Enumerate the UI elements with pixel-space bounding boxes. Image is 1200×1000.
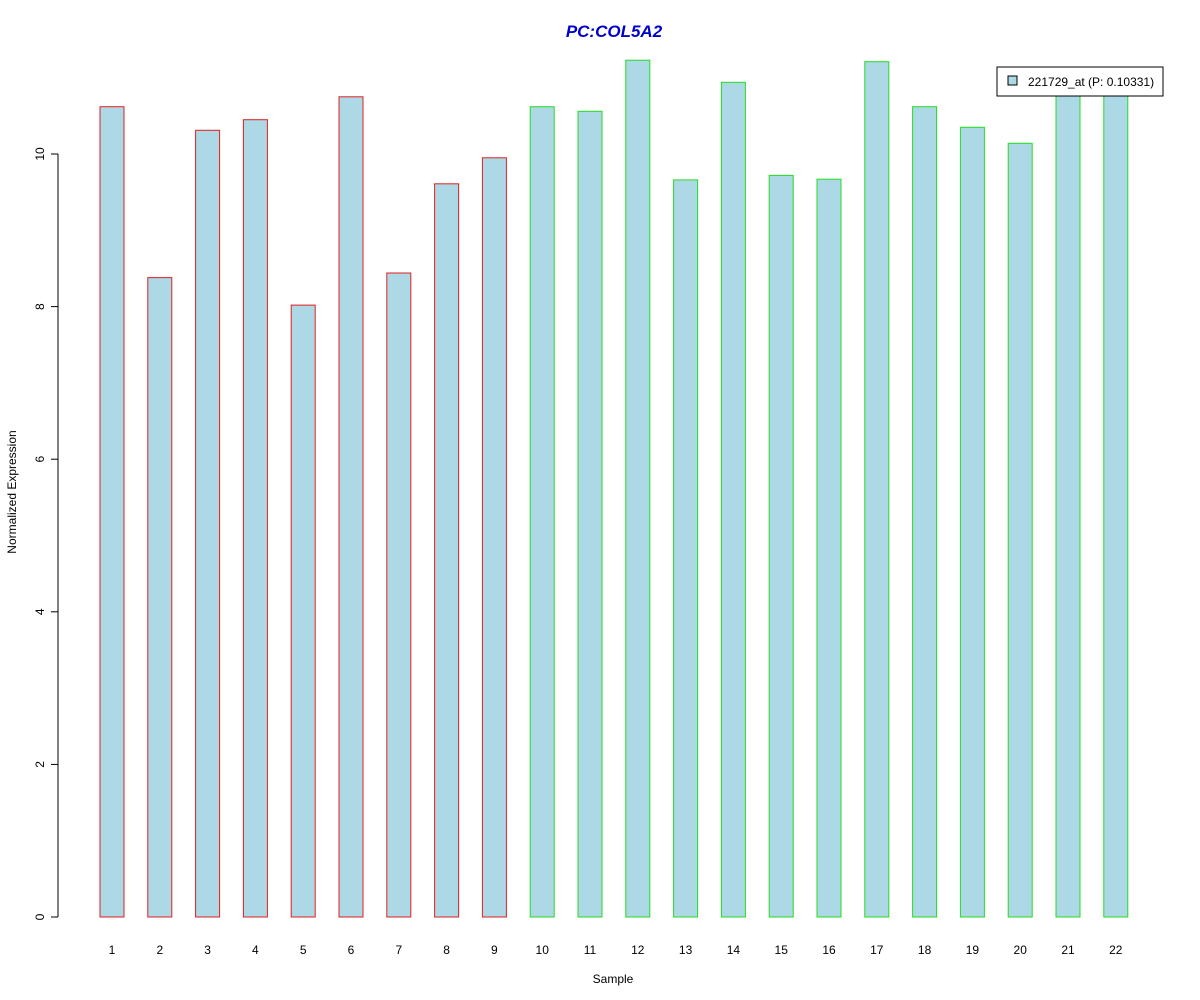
x-tick-label-7: 7 [395,943,402,957]
x-tick-label-10: 10 [536,943,550,957]
x-tick-label-13: 13 [679,943,693,957]
x-tick-label-20: 20 [1014,943,1028,957]
x-tick-label-19: 19 [966,943,980,957]
bar-sample-2 [147,277,173,918]
x-tick-label-16: 16 [822,943,836,957]
y-tick-label-4: 4 [33,608,47,615]
x-tick-label-2: 2 [156,943,163,957]
y-tick-label-10: 10 [33,147,47,161]
bar-sample-17 [864,61,890,918]
bar-sample-6 [338,96,364,918]
x-tick-label-17: 17 [870,943,884,957]
bar-sample-4 [242,119,268,918]
legend-swatch [1007,75,1018,86]
x-tick-label-8: 8 [443,943,450,957]
x-axis-labels: 1 2 3 4 5 6 7 8 9 10 11 12 13 14 15 16 17 18 19 20 21 22 [109,943,1123,957]
bar-sample-22 [1103,93,1129,918]
bar-sample-8 [434,183,460,918]
bar-sample-1 [99,106,125,918]
x-tick-label-9: 9 [491,943,498,957]
x-tick-label-21: 21 [1061,943,1075,957]
x-tick-label-12: 12 [631,943,645,957]
bar-sample-5 [290,304,316,918]
bar-sample-16 [816,178,842,918]
bar-sample-20 [1007,142,1033,918]
x-tick-label-14: 14 [727,943,741,957]
y-tick-label-8: 8 [33,303,47,310]
legend-label: 221729_at (P: 0.10331) [1028,75,1154,89]
bar-sample-10 [529,106,555,918]
x-tick-label-22: 22 [1109,943,1123,957]
x-tick-label-1: 1 [109,943,116,957]
x-tick-label-3: 3 [204,943,211,957]
legend-box [996,66,1164,97]
x-tick-label-18: 18 [918,943,932,957]
bar-sample-13 [673,179,699,918]
bar-sample-12 [625,59,651,918]
bars-group [99,59,1129,918]
bar-sample-19 [959,126,985,918]
y-tick-label-2: 2 [33,761,47,768]
x-axis-title: Sample [593,972,634,986]
bar-sample-3 [195,129,221,918]
x-tick-label-15: 15 [775,943,789,957]
bar-sample-21 [1055,93,1081,918]
bar-sample-11 [577,110,603,918]
x-tick-label-5: 5 [300,943,307,957]
x-tick-label-11: 11 [584,943,597,957]
y-axis: 0 2 4 6 8 10 [33,147,59,920]
bar-sample-7 [386,272,412,918]
y-axis-title: Normalized Expression [5,430,19,553]
bar-sample-9 [481,157,507,918]
chart-title: PC:COL5A2 [566,22,663,41]
bar-sample-15 [768,174,794,918]
x-tick-label-4: 4 [252,943,259,957]
y-tick-label-6: 6 [33,456,47,463]
y-tick-label-0: 0 [33,913,47,920]
bar-sample-18 [912,106,938,918]
legend: 221729_at (P: 0.10331) [996,66,1164,97]
bar-sample-14 [720,81,746,918]
x-tick-label-6: 6 [348,943,355,957]
